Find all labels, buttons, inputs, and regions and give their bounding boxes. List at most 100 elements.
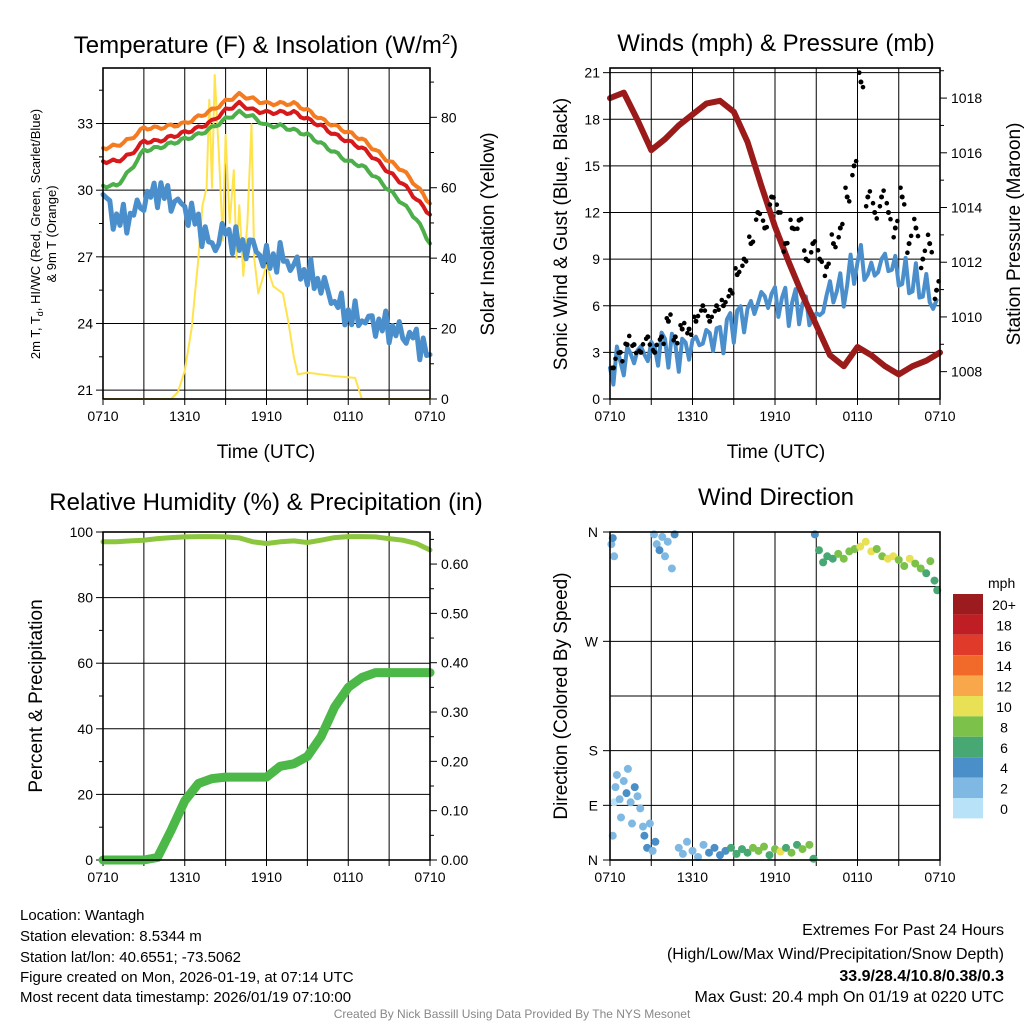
gust-point [808, 250, 814, 255]
wind-direction-point [705, 848, 713, 857]
left-y-tick-label: 24 [77, 315, 93, 331]
wind-direction-point [623, 764, 632, 773]
left-y-tick-label: 0 [592, 391, 600, 407]
gust-point [640, 342, 646, 347]
temperature-y-axis-label: 2m T, Td, HI/WC (Red, Green, Scarlet/Blu… [28, 109, 45, 359]
direction-tick-label: E [589, 797, 598, 813]
gust-point [774, 202, 780, 207]
colorbar-title: mph [988, 575, 1015, 591]
right-y-tick-label: 0.00 [441, 852, 468, 868]
x-tick-label: 1910 [759, 408, 790, 424]
series-td-line [100, 180, 433, 363]
gust-point [740, 263, 745, 269]
winds-y-axis-label: Sonic Wind & Gust (Blue, Black) [551, 98, 572, 370]
gust-point [891, 235, 896, 240]
wind-direction-point [710, 843, 719, 852]
wind-direction-point [828, 554, 837, 563]
gust-point [626, 333, 632, 339]
right-y-tick-label: 0 [441, 391, 449, 407]
right-y-tick-label: 1016 [951, 145, 982, 161]
gust-point [934, 287, 940, 293]
gust-point [671, 337, 676, 343]
gust-point [679, 326, 685, 332]
gust-point [693, 318, 699, 324]
colorbar-swatch [953, 736, 983, 758]
gust-point [726, 293, 731, 299]
gust-point [719, 297, 725, 303]
colorbar-swatch [953, 634, 983, 656]
gust-point [720, 303, 726, 309]
extremes-max-gust: Max Gust: 20.4 mph On 01/19 at 0220 UTC [695, 989, 1005, 1006]
gust-point [757, 211, 763, 217]
x-tick-label: 0710 [414, 408, 445, 424]
colorbar-label: 20+ [992, 597, 1016, 613]
gust-point [836, 234, 841, 240]
gust-point [913, 225, 919, 231]
right-y-tick-label: 1018 [951, 90, 982, 106]
gust-point [712, 308, 718, 314]
humidity-panel-title: Relative Humidity (%) & Precipitation (i… [49, 489, 482, 516]
gust-point [833, 244, 838, 250]
x-tick-label: 1310 [677, 408, 708, 424]
left-y-tick-label: 18 [584, 111, 600, 127]
gust-point [815, 247, 821, 253]
colorbar-label: 6 [1000, 740, 1008, 756]
series-2mt-line [101, 99, 432, 217]
gust-point [675, 340, 680, 346]
x-tick-label: 0710 [924, 869, 955, 885]
gust-point [877, 203, 883, 209]
wind-direction-point [930, 576, 939, 585]
gust-point [879, 194, 885, 200]
gust-point [788, 217, 793, 223]
wind-direction-panel-title: Wind Direction [698, 484, 854, 511]
gust-point [850, 172, 855, 178]
wind-direction-point [694, 852, 702, 861]
gust-point [872, 210, 878, 216]
station-pressure-line [607, 89, 943, 378]
x-tick-label: 0110 [842, 408, 872, 424]
colorbar-swatch [953, 798, 983, 819]
wind-direction-point [645, 819, 654, 828]
gust-point [927, 241, 933, 247]
precipitation-line [98, 668, 435, 865]
winds-panel-title: Winds (mph) & Pressure (mb) [617, 30, 934, 57]
gust-point [881, 188, 886, 193]
gust-point [723, 299, 728, 305]
right-y-tick-label: 40 [441, 250, 457, 266]
gust-point [908, 233, 914, 239]
gust-point [620, 358, 625, 364]
colorbar-swatch [953, 757, 983, 778]
gust-point [922, 248, 928, 254]
wind-direction-point [639, 822, 647, 831]
wind-direction-point [678, 849, 687, 858]
right-y-tick-label: 0.10 [441, 803, 468, 819]
left-y-tick-label: 30 [77, 182, 93, 198]
gust-point [771, 195, 776, 200]
x-tick-label: 0110 [333, 408, 363, 424]
x-tick-label: 0710 [87, 408, 118, 424]
right-y-tick-label: 1012 [951, 254, 982, 270]
colorbar-swatch [953, 696, 983, 717]
wind-direction-point [648, 846, 657, 855]
wind-direction-point [732, 849, 741, 858]
left-y-tick-label: 3 [592, 344, 600, 360]
direction-tick-label: W [585, 633, 599, 649]
sonic-wind-line [608, 243, 939, 387]
gust-point [647, 342, 653, 347]
right-y-tick-label: 0.20 [441, 753, 468, 769]
colorbar-label: 14 [996, 658, 1012, 674]
gust-point [884, 200, 890, 206]
wind-direction-point [617, 813, 625, 822]
info-created: Figure created on Mon, 2026-01-19, at 07… [20, 969, 354, 986]
wind-direction-point [651, 837, 660, 846]
wind-direction-point [652, 540, 661, 549]
gust-point [920, 256, 926, 262]
gust-point [709, 314, 715, 320]
gust-point [826, 261, 831, 267]
wind-direction-point [760, 842, 768, 851]
wind-direction-point [839, 554, 848, 563]
gust-point [764, 224, 770, 230]
gust-point [885, 210, 891, 216]
colorbar-swatch [953, 594, 983, 615]
left-y-tick-label: 21 [584, 65, 600, 81]
